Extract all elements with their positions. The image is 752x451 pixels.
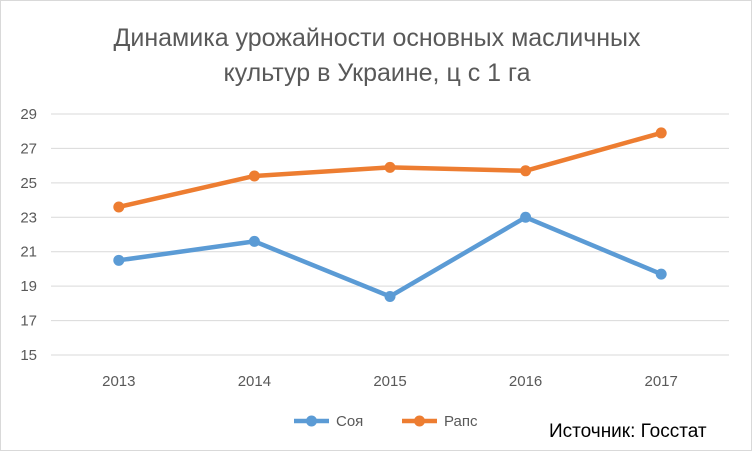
series-lines bbox=[113, 127, 667, 302]
data-point bbox=[113, 254, 125, 266]
data-point bbox=[384, 161, 396, 173]
legend: Соя Рапс bbox=[294, 413, 478, 430]
y-axis-tick-labels: 15 17 19 21 23 25 27 29 bbox=[20, 106, 37, 364]
x-tick-label: 2013 bbox=[102, 373, 135, 390]
y-tick-label: 19 bbox=[20, 278, 37, 295]
data-point bbox=[520, 165, 532, 177]
data-point bbox=[655, 127, 667, 139]
chart-title-line-1: Динамика урожайности основных масличных bbox=[113, 24, 641, 52]
legend-swatch-marker bbox=[306, 415, 317, 427]
y-tick-label: 15 bbox=[20, 347, 37, 364]
series-1 bbox=[113, 127, 667, 213]
legend-item-0: Соя bbox=[294, 413, 363, 430]
data-point bbox=[384, 290, 396, 302]
data-point bbox=[113, 201, 125, 213]
legend-label: Рапс bbox=[444, 413, 478, 430]
legend-label: Соя bbox=[336, 413, 363, 430]
data-point bbox=[520, 211, 532, 223]
series-line bbox=[116, 215, 664, 299]
x-tick-label: 2017 bbox=[645, 373, 678, 390]
x-axis-tick-labels: 2013 2014 2015 2016 2017 bbox=[102, 373, 678, 390]
data-point bbox=[248, 235, 260, 247]
x-tick-label: 2014 bbox=[238, 373, 271, 390]
data-point bbox=[655, 268, 667, 280]
legend-swatch-marker bbox=[414, 415, 425, 427]
gridlines bbox=[51, 113, 729, 356]
y-tick-label: 23 bbox=[20, 209, 37, 226]
y-tick-label: 27 bbox=[20, 140, 37, 157]
data-point bbox=[248, 170, 260, 182]
x-tick-label: 2016 bbox=[509, 373, 542, 390]
y-tick-label: 21 bbox=[20, 244, 37, 261]
legend-item-1: Рапс bbox=[402, 413, 478, 430]
series-0 bbox=[113, 211, 667, 302]
source-note: Источник: Госстат bbox=[549, 421, 707, 442]
x-tick-label: 2015 bbox=[373, 373, 406, 390]
y-tick-label: 17 bbox=[20, 313, 37, 330]
chart-title-line-2: культур в Украине, ц с 1 га bbox=[224, 59, 531, 87]
y-tick-label: 25 bbox=[20, 175, 37, 192]
y-tick-label: 29 bbox=[20, 106, 37, 123]
